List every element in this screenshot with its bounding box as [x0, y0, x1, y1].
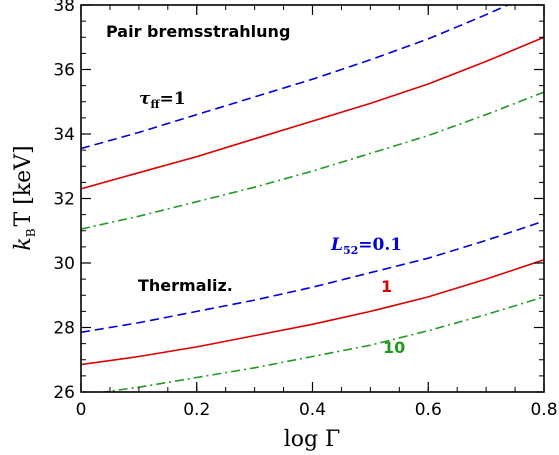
series-line-6	[98, 296, 544, 392]
L-symbol: L	[330, 235, 343, 255]
x-tick-label: 0.8	[530, 400, 557, 420]
y-tick-label: 32	[53, 190, 75, 210]
y-tick-label: 34	[53, 125, 75, 145]
y-label-k: k	[11, 237, 36, 250]
x-tick-label: 0	[76, 400, 87, 420]
series-layer	[81, 5, 544, 392]
annotation-thermaliz: Thermaliz.	[138, 276, 233, 295]
series-line-3	[81, 91, 544, 230]
series-line-1	[81, 5, 510, 150]
series-line-2	[81, 36, 544, 190]
y-label-sub: B	[24, 228, 38, 237]
y-tick-label: 36	[53, 61, 75, 81]
y-tick-label: 28	[53, 319, 75, 339]
tau-symbol: τ	[139, 89, 151, 109]
annotation-tau-ff: τff=1	[139, 89, 186, 111]
annotation-L52: L52=0.1	[330, 235, 402, 257]
annotation-ten: 10	[383, 338, 405, 357]
x-tick-label: 0.2	[183, 400, 210, 420]
y-axis-label: kB T [keV]	[11, 145, 38, 250]
annotation-pair-bremsstrahlung: Pair bremsstrahlung	[106, 22, 290, 41]
tau-subscript: ff	[150, 98, 160, 111]
annotation-one: 1	[381, 277, 392, 296]
y-tick-label: 26	[53, 383, 75, 403]
y-label-rest: T [keV]	[11, 145, 36, 226]
plot-frame	[80, 4, 545, 393]
x-tick-label: 0.6	[415, 400, 442, 420]
tau-equals: =1	[159, 89, 185, 109]
y-tick-label: 38	[53, 0, 75, 16]
x-tick-label: 0.4	[299, 400, 326, 420]
x-axis-label: log Γ	[284, 427, 341, 452]
series-line-5	[81, 259, 544, 366]
L-subscript: 52	[343, 244, 358, 257]
tick-layer: 0 0.2 0.4 0.6 0.8 26 28 30 32 34 36 38	[53, 0, 557, 420]
L-equals: =0.1	[358, 235, 402, 255]
series-line-4	[81, 220, 544, 334]
y-tick-label: 30	[53, 254, 75, 274]
